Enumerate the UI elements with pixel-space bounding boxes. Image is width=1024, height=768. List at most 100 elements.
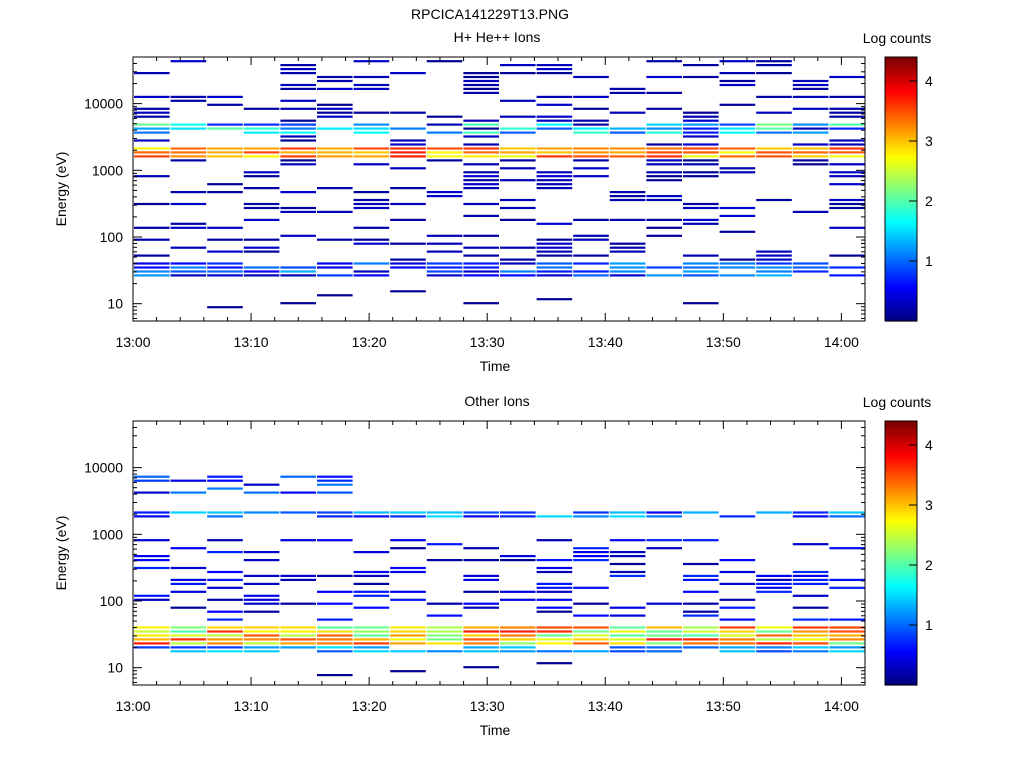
colorbar-swatch — [885, 183, 917, 187]
colorbar-swatch — [885, 99, 917, 103]
spectrogram-cell — [646, 195, 682, 198]
colorbar-swatch — [885, 502, 917, 506]
panel-top-spectrogram — [134, 60, 865, 309]
spectrogram-cell — [500, 626, 536, 629]
spectrogram-cell — [792, 626, 829, 629]
spectrogram-cell — [426, 195, 463, 198]
spectrogram-cell — [500, 646, 536, 649]
spectrogram-cell — [536, 95, 573, 98]
spectrogram-cell — [756, 95, 792, 98]
spectrogram-cell — [243, 202, 280, 206]
colorbar-swatch — [885, 541, 917, 545]
spectrogram-cell — [609, 91, 646, 94]
colorbar-swatch — [885, 538, 917, 542]
spectrogram-cell — [719, 79, 756, 83]
spectrogram-cell — [463, 175, 499, 178]
spectrogram-cell — [609, 131, 646, 134]
spectrogram-cell — [573, 75, 609, 79]
panel-bottom: Other Ions Log counts 13:00 13:10 13:20 13:… — [53, 393, 933, 738]
spectrogram-cell — [317, 103, 353, 106]
spectrogram-cell — [646, 539, 682, 542]
colorbar-swatch — [885, 240, 917, 244]
spectrogram-cell — [463, 79, 499, 83]
spectrogram-cell — [536, 515, 573, 518]
spectrogram-cell — [829, 226, 865, 229]
spectrogram-cell — [353, 574, 390, 577]
spectrogram-cell — [463, 574, 499, 577]
colorbar-swatch — [885, 532, 917, 536]
spectrogram-cell — [463, 131, 499, 134]
spectrogram-cell — [134, 254, 170, 257]
colorbar-swatch — [885, 658, 917, 662]
colorbar-swatch — [885, 216, 917, 220]
spectrogram-cell — [317, 515, 353, 518]
spectrogram-cell — [609, 87, 646, 90]
spectrogram-cell — [792, 151, 829, 154]
spectrogram-cell — [573, 119, 609, 122]
spectrogram-cell — [317, 127, 353, 130]
spectrogram-cell — [280, 210, 316, 213]
colorbar-swatch — [885, 129, 917, 133]
colorbar-swatch — [885, 478, 917, 482]
spectrogram-cell — [609, 570, 646, 574]
spectrogram-cell — [536, 254, 573, 257]
spectrogram-cell — [756, 254, 792, 257]
spectrogram-cell — [463, 511, 499, 514]
spectrogram-cell — [573, 642, 609, 645]
colorbar-swatch — [885, 243, 917, 247]
spectrogram-cell — [756, 582, 792, 585]
spectrogram-cell — [426, 115, 463, 118]
spectrogram-cell — [792, 79, 829, 83]
colorbar-tick-label: 3 — [925, 133, 933, 149]
colorbar-swatch — [885, 436, 917, 440]
x-tick-label: 13:00 — [115, 698, 150, 714]
spectrogram-cell — [280, 87, 316, 90]
spectrogram-cell — [207, 515, 243, 518]
colorbar-swatch — [885, 667, 917, 671]
spectrogram-cell — [500, 127, 536, 130]
spectrogram-cell — [463, 91, 499, 94]
colorbar-swatch — [885, 490, 917, 494]
spectrogram-cell — [719, 103, 756, 106]
spectrogram-cell — [134, 539, 170, 542]
spectrogram-cell — [792, 642, 829, 645]
spectrogram-cell — [426, 511, 463, 514]
spectrogram-cell — [134, 515, 170, 518]
spectrogram-cell — [426, 131, 463, 134]
spectrogram-cell — [207, 238, 243, 241]
spectrogram-cell — [317, 210, 353, 213]
y-tick-label: 10 — [107, 660, 123, 676]
spectrogram-cell — [573, 123, 609, 126]
spectrogram-cell — [683, 222, 719, 225]
colorbar-swatch — [885, 132, 917, 136]
spectrogram-cell — [243, 206, 280, 210]
colorbar-swatch — [885, 144, 917, 148]
colorbar-swatch — [885, 105, 917, 109]
spectrogram-cell — [609, 151, 646, 154]
spectrogram-cell — [390, 630, 426, 633]
spectrogram-cell — [463, 234, 499, 237]
spectrogram-cell — [683, 610, 719, 613]
spectrogram-cell — [170, 270, 207, 273]
colorbar-swatch — [885, 108, 917, 112]
spectrogram-cell — [829, 547, 865, 550]
colorbar-swatch — [885, 550, 917, 554]
colorbar-swatch — [885, 276, 917, 280]
spectrogram-cell — [829, 642, 865, 645]
spectrogram-cell — [536, 147, 573, 150]
spectrogram-cell — [207, 250, 243, 253]
spectrogram-cell — [317, 262, 353, 265]
spectrogram-cell — [573, 602, 609, 605]
spectrogram-cell — [683, 562, 719, 566]
spectrogram-cell — [719, 171, 756, 174]
spectrogram-cell — [719, 638, 756, 641]
spectrogram-cell — [317, 646, 353, 649]
spectrogram-cell — [719, 559, 756, 562]
spectrogram-cell — [573, 547, 609, 550]
spectrogram-cell — [280, 206, 316, 210]
spectrogram-cell — [134, 139, 170, 142]
spectrogram-cell — [426, 60, 463, 63]
spectrogram-cell — [792, 646, 829, 649]
spectrogram-cell — [719, 515, 756, 518]
spectrogram-cell — [646, 151, 682, 154]
